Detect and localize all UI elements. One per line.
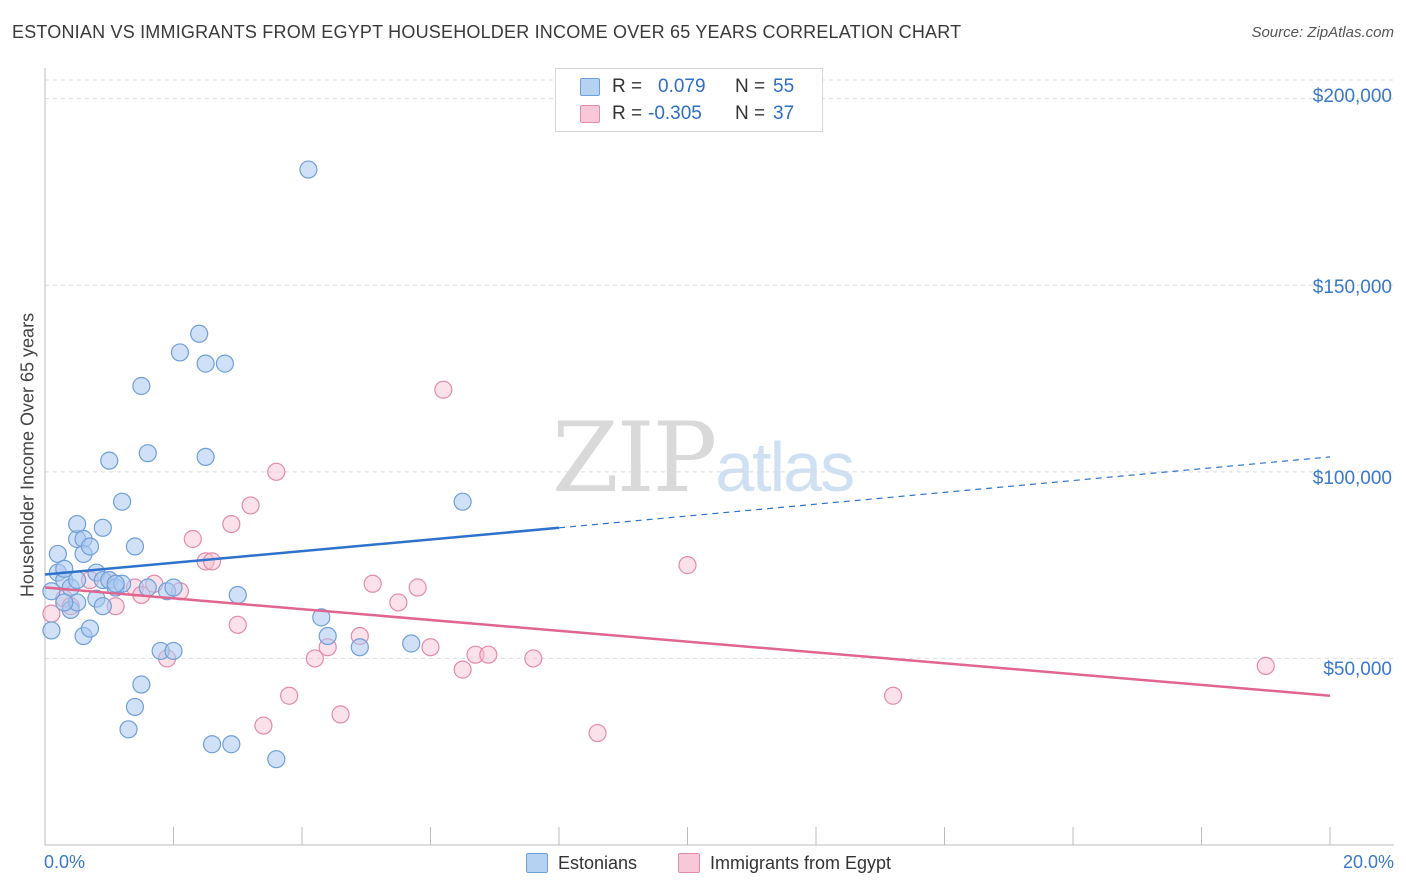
estonians-point: [125, 697, 145, 717]
series-label-estonians: Estonians: [558, 853, 638, 873]
egypt-point: [588, 723, 607, 743]
estonians-point: [267, 750, 286, 769]
estonians-point: [350, 638, 369, 657]
estonians-point: [132, 675, 151, 694]
estonians-point: [55, 593, 74, 612]
egypt-point: [254, 716, 273, 735]
estonians-point: [299, 160, 318, 179]
legend-n-value: 37: [773, 103, 795, 124]
egypt-point: [678, 556, 697, 575]
series-label-egypt: Immigrants from Egypt: [710, 853, 892, 873]
egypt-point: [479, 645, 498, 664]
estonians-point: [202, 735, 222, 754]
watermark: ZIPatlas: [552, 402, 855, 514]
egypt-point: [363, 574, 382, 593]
estonians-point: [68, 570, 87, 590]
estonians-point: [402, 634, 421, 653]
estonians-point: [119, 720, 138, 739]
estonians-point: [80, 619, 100, 638]
estonians-point: [196, 447, 215, 467]
correlation-legend: R = 0.079 N = 55 R = -0.305 N = 37: [555, 68, 823, 132]
estonians-point: [100, 451, 119, 470]
egypt-point: [453, 660, 472, 679]
y-tick-label: $200,000: [1312, 86, 1392, 107]
x-tick-label-start: 0.0%: [44, 852, 86, 872]
egypt-point: [1256, 656, 1275, 675]
chart-title: ESTONIAN VS IMMIGRANTS FROM EGYPT HOUSEH…: [12, 22, 962, 42]
egypt-point: [389, 593, 408, 612]
egypt-point: [305, 649, 324, 668]
estonians-point: [138, 578, 157, 597]
y-tick-label: $150,000: [1312, 277, 1392, 298]
legend-r-value: -0.305: [648, 103, 702, 124]
estonians-point: [164, 641, 183, 661]
legend-n-label: N =: [735, 76, 766, 97]
y-axis-title: Householder Income Over 65 years: [17, 312, 38, 598]
egypt-point: [183, 529, 202, 549]
series-swatch-egypt: [678, 853, 700, 873]
egypt-point: [421, 638, 440, 657]
estonians-point: [164, 578, 183, 597]
legend-r-label: R =: [612, 76, 643, 97]
egypt-point: [331, 705, 350, 724]
estonians-point: [80, 537, 100, 556]
estonians-point: [106, 574, 125, 593]
y-tick-label: $100,000: [1312, 468, 1392, 489]
estonians-point: [215, 354, 234, 373]
watermark-atlas: atlas: [715, 428, 855, 506]
egypt-point: [280, 686, 299, 705]
egypt-point: [466, 645, 485, 664]
estonians-point: [312, 608, 331, 627]
legend-r-label: R =: [612, 103, 643, 124]
egypt-point: [222, 514, 241, 534]
egypt-point: [883, 686, 903, 705]
egypt-point: [241, 496, 260, 515]
egypt-point: [228, 615, 247, 634]
estonians-point: [170, 343, 190, 362]
estonians-point: [138, 444, 157, 463]
estonians-point: [42, 621, 61, 640]
estonians-point: [132, 376, 151, 396]
egypt-trendline: [44, 586, 1331, 697]
legend-n-label: N =: [735, 103, 766, 124]
source-label: Source: ZipAtlas.com: [1251, 24, 1394, 41]
series-swatch-estonians: [526, 853, 548, 873]
legend-swatch-egypt: [580, 105, 600, 123]
egypt-point: [202, 552, 222, 571]
egypt-point: [434, 380, 453, 399]
estonians-point: [93, 597, 112, 616]
estonians-trendline-projection: [558, 456, 1331, 529]
estonians-trendline: [44, 526, 560, 576]
estonians-point: [318, 626, 337, 646]
legend-swatch-estonians: [580, 78, 600, 96]
egypt-point: [408, 578, 427, 597]
egypt-point: [267, 462, 286, 481]
estonians-point: [190, 324, 209, 343]
y-tick-label: $50,000: [1323, 659, 1392, 680]
x-tick-label-end: 20.0%: [1342, 852, 1394, 872]
estonians-point: [93, 518, 112, 537]
estonians-point: [196, 354, 215, 373]
estonians-point: [125, 537, 145, 556]
legend-n-value: 55: [773, 76, 795, 97]
estonians-point: [222, 735, 241, 754]
egypt-point: [524, 649, 543, 668]
watermark-zip: ZIP: [552, 402, 717, 514]
estonians-point: [228, 585, 247, 605]
estonians-point: [112, 492, 132, 511]
estonians-point: [453, 492, 472, 511]
legend-r-value: 0.079: [658, 76, 706, 97]
